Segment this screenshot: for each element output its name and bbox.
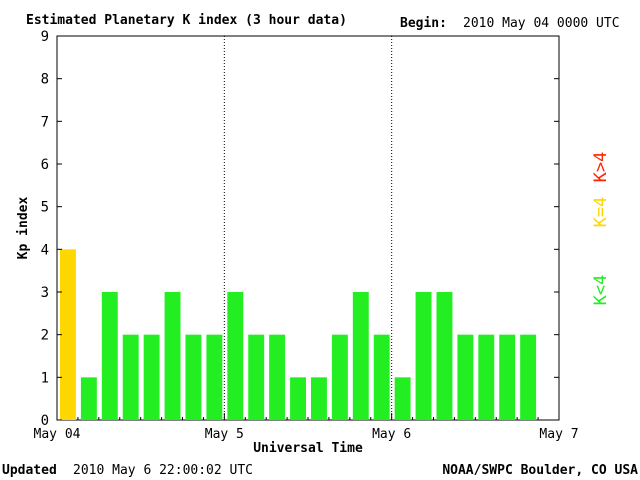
bar-series: [60, 249, 537, 420]
chart-title: Estimated Planetary K index (3 hour data…: [26, 13, 347, 28]
kp-bar: [122, 334, 139, 420]
x-tick-label: May 6: [372, 427, 411, 442]
kp-bar: [373, 334, 390, 420]
kp-bar: [248, 334, 265, 420]
kp-bar: [415, 292, 432, 420]
kp-bar: [80, 377, 97, 420]
kp-bar: [520, 334, 537, 420]
kp-bar: [164, 292, 181, 420]
source-credit: NOAA/SWPC Boulder, CO USA: [442, 463, 638, 478]
kp-bar: [436, 292, 453, 420]
kp-bar: [311, 377, 327, 420]
y-tick-label: 2: [41, 328, 49, 344]
y-tick-label: 1: [41, 370, 49, 386]
kp-bar: [331, 334, 348, 420]
updated-value: 2010 May 6 22:00:02 UTC: [73, 463, 253, 478]
y-axis-label: Kp index: [16, 197, 31, 260]
begin-label: Begin:: [400, 16, 447, 31]
legend-above-4: K>4: [591, 152, 611, 183]
kp-bar: [143, 334, 160, 420]
updated-label: Updated: [2, 463, 57, 478]
x-tick-label: May 04: [34, 427, 81, 442]
legend-below-4: K<4: [591, 275, 611, 306]
y-tick-label: 3: [41, 285, 49, 301]
kp-bar: [101, 292, 118, 420]
x-axis: May 04 May 5 May 6 May 7: [34, 413, 579, 442]
kp-bar: [269, 334, 286, 420]
kp-bar: [352, 292, 369, 420]
kp-bar: [290, 377, 306, 420]
y-tick-label: 8: [41, 72, 49, 88]
x-tick-label: May 5: [205, 427, 244, 442]
kp-bar: [499, 334, 516, 420]
kp-bar: [478, 334, 495, 420]
x-tick-label: May 7: [539, 427, 578, 442]
legend-equal-4: K=4: [591, 197, 611, 228]
y-tick-label: 6: [41, 157, 49, 173]
y-tick-label: 4: [41, 242, 49, 258]
begin-value: 2010 May 04 0000 UTC: [463, 16, 620, 31]
kp-bar: [206, 334, 223, 420]
y-axis: 0 1 2 3 4 5 6 7 8 9: [41, 29, 559, 429]
x-axis-label: Universal Time: [253, 441, 363, 456]
kp-bar: [227, 292, 244, 420]
y-tick-label: 5: [41, 200, 49, 216]
day-separators: [223, 36, 393, 420]
y-tick-label: 7: [41, 114, 49, 130]
y-tick-label: 0: [41, 413, 49, 429]
kp-bar: [394, 377, 411, 420]
kp-bar: [60, 249, 76, 420]
kp-bar: [185, 334, 202, 420]
kp-bar: [457, 334, 474, 420]
y-tick-label: 9: [41, 29, 49, 45]
